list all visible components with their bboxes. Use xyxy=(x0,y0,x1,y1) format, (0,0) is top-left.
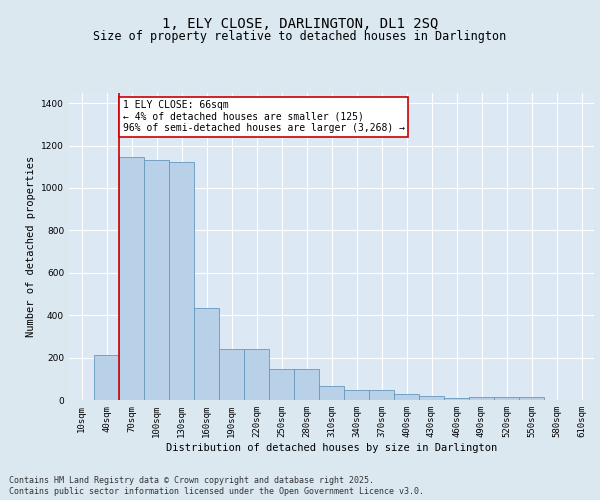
Bar xyxy=(494,397,519,400)
Bar xyxy=(469,397,494,400)
Bar xyxy=(319,386,344,400)
Bar xyxy=(244,349,269,400)
Text: Size of property relative to detached houses in Darlington: Size of property relative to detached ho… xyxy=(94,30,506,43)
Text: 1, ELY CLOSE, DARLINGTON, DL1 2SQ: 1, ELY CLOSE, DARLINGTON, DL1 2SQ xyxy=(162,18,438,32)
Bar xyxy=(519,397,544,400)
Y-axis label: Number of detached properties: Number of detached properties xyxy=(26,156,35,337)
Text: Contains public sector information licensed under the Open Government Licence v3: Contains public sector information licen… xyxy=(9,487,424,496)
Bar xyxy=(394,394,419,400)
Bar xyxy=(369,390,394,400)
Text: 1 ELY CLOSE: 66sqm
← 4% of detached houses are smaller (125)
96% of semi-detache: 1 ELY CLOSE: 66sqm ← 4% of detached hous… xyxy=(123,100,405,133)
Bar xyxy=(119,157,144,400)
X-axis label: Distribution of detached houses by size in Darlington: Distribution of detached houses by size … xyxy=(166,442,497,452)
Bar xyxy=(419,396,444,400)
Bar xyxy=(219,349,244,400)
Bar xyxy=(294,368,319,400)
Bar xyxy=(144,160,169,400)
Bar xyxy=(194,308,219,400)
Bar xyxy=(444,398,469,400)
Bar xyxy=(269,368,294,400)
Bar xyxy=(94,356,119,400)
Bar xyxy=(344,390,369,400)
Text: Contains HM Land Registry data © Crown copyright and database right 2025.: Contains HM Land Registry data © Crown c… xyxy=(9,476,374,485)
Bar xyxy=(169,162,194,400)
